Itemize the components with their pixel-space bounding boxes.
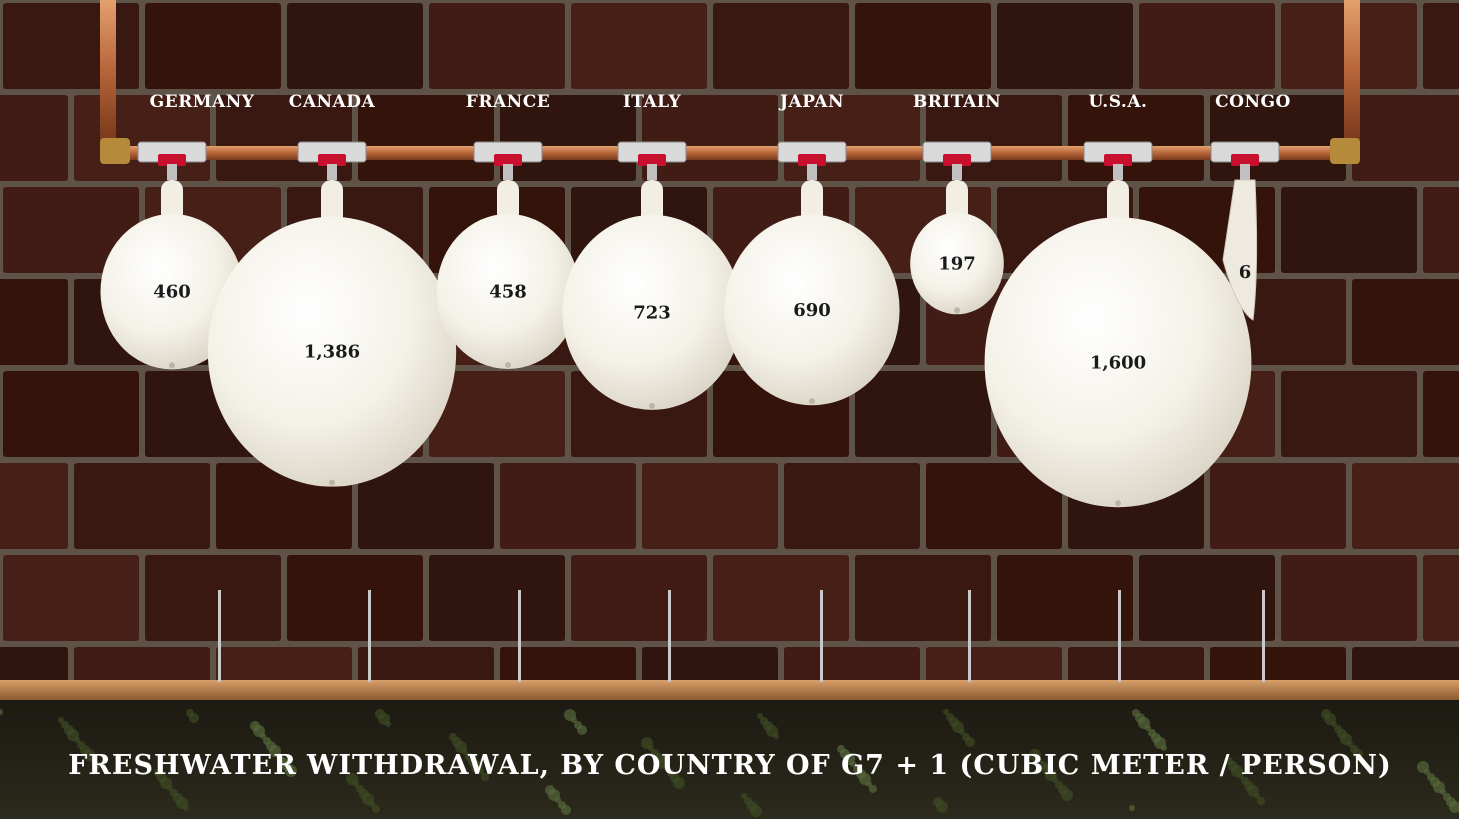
shelf-spikes <box>218 590 1265 682</box>
country-labels: 460 GERMANY 1,386 CANADA 458 FRANCE 723 ITALY 69… <box>150 92 1291 373</box>
value-label: 6 <box>1239 262 1252 283</box>
country-label: CANADA <box>289 92 376 112</box>
country-label: CONGO <box>1215 92 1291 112</box>
balloon-france <box>436 141 580 370</box>
balloon-congo <box>1210 141 1280 321</box>
wooden-shelf <box>0 680 1459 700</box>
value-label: 197 <box>938 253 976 274</box>
chart-title: FRESHWATER WITHDRAWAL, BY COUNTRY OF G7 … <box>68 750 1391 781</box>
ground-foliage <box>0 709 1459 817</box>
country-label: ITALY <box>623 92 682 112</box>
balloon-japan <box>724 141 900 406</box>
balloon-britain <box>910 141 1004 315</box>
balloon-usa <box>984 141 1252 508</box>
country-label: JAPAN <box>778 92 844 112</box>
country-label: FRANCE <box>466 92 550 112</box>
country-label: BRITAIN <box>913 92 1001 112</box>
value-label: 690 <box>793 300 831 321</box>
balloon-italy <box>562 141 742 410</box>
balloon-canada <box>207 141 457 487</box>
balloon-series <box>100 141 1280 508</box>
ground <box>0 700 1459 819</box>
value-label: 1,600 <box>1090 352 1146 373</box>
country-label: GERMANY <box>150 92 255 112</box>
balloon-germany <box>100 141 244 370</box>
value-label: 723 <box>633 302 671 323</box>
country-label: U.S.A. <box>1089 92 1148 112</box>
value-label: 460 <box>153 282 191 303</box>
value-label: 458 <box>489 281 527 302</box>
copper-pipe <box>100 0 1360 164</box>
value-label: 1,386 <box>304 342 360 363</box>
